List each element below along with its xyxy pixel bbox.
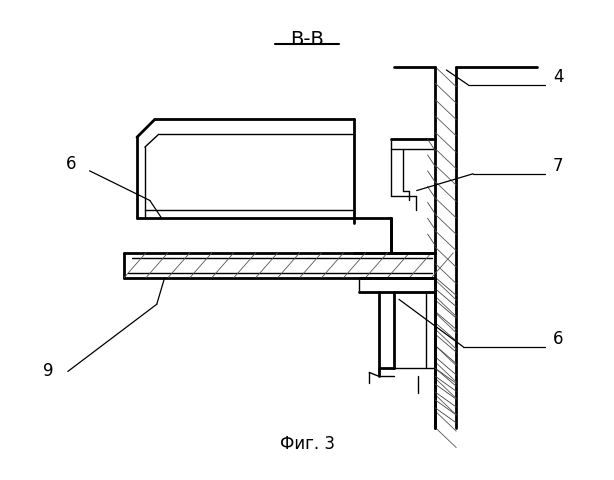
Text: 7: 7 [553, 157, 564, 175]
Text: 6: 6 [66, 155, 76, 173]
Text: Фиг. 3: Фиг. 3 [279, 434, 335, 453]
Text: 4: 4 [553, 68, 564, 86]
Text: В-В: В-В [290, 30, 324, 49]
Text: 6: 6 [553, 330, 564, 348]
Text: 9: 9 [43, 362, 53, 381]
